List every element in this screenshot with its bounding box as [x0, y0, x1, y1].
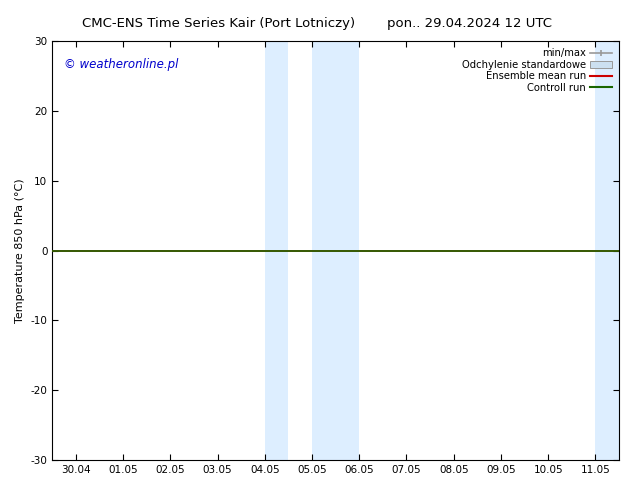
- Bar: [265, 41, 288, 460]
- Text: © weatheronline.pl: © weatheronline.pl: [63, 58, 178, 71]
- Bar: [312, 41, 359, 460]
- Y-axis label: Temperature 850 hPa (°C): Temperature 850 hPa (°C): [15, 178, 25, 323]
- Legend: min/max, Odchylenie standardowe, Ensemble mean run, Controll run: min/max, Odchylenie standardowe, Ensembl…: [460, 46, 614, 95]
- Text: pon.. 29.04.2024 12 UTC: pon.. 29.04.2024 12 UTC: [387, 17, 552, 30]
- Bar: [595, 41, 619, 460]
- Text: CMC-ENS Time Series Kair (Port Lotniczy): CMC-ENS Time Series Kair (Port Lotniczy): [82, 17, 356, 30]
